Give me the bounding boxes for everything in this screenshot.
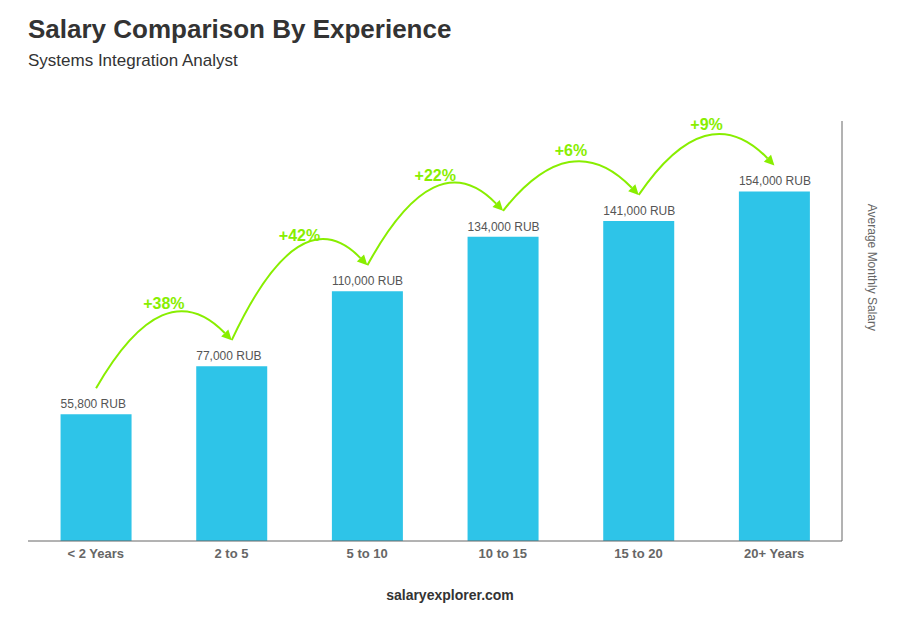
html-text:Systems Integration Analyst: Systems Integration Analyst bbox=[28, 51, 238, 70]
svg-text:5 to 10: 5 to 10 bbox=[347, 546, 388, 561]
svg-text:134,000 RUB: 134,000 RUB bbox=[468, 220, 540, 234]
svg-text:+42%: +42% bbox=[279, 227, 320, 244]
svg-text:10 to 15: 10 to 15 bbox=[479, 546, 527, 561]
svg-text:110,000 RUB: 110,000 RUB bbox=[332, 274, 403, 288]
svg-text:+6%: +6% bbox=[555, 142, 587, 159]
html-text:Salary Comparison By Experienc: Salary Comparison By Experience bbox=[28, 14, 452, 44]
svg-text:154,000 RUB: 154,000 RUB bbox=[739, 174, 811, 188]
svg-text:+38%: +38% bbox=[143, 295, 184, 312]
svg-text:141,000 RUB: 141,000 RUB bbox=[603, 204, 675, 218]
svg-text:55,800 RUB: 55,800 RUB bbox=[61, 397, 126, 411]
svg-text:77,000 RUB: 77,000 RUB bbox=[196, 349, 261, 363]
html-text:salaryexplorer.com: salaryexplorer.com bbox=[386, 587, 514, 603]
svg-text:+22%: +22% bbox=[415, 167, 456, 184]
svg-text:20+ Years: 20+ Years bbox=[744, 546, 804, 561]
svg-text:< 2 Years: < 2 Years bbox=[68, 546, 125, 561]
svg-text:+9%: +9% bbox=[690, 116, 722, 133]
svg-text:Average Monthly Salary: Average Monthly Salary bbox=[865, 204, 879, 331]
svg-text:15 to 20: 15 to 20 bbox=[614, 546, 662, 561]
svg-text:2 to 5: 2 to 5 bbox=[215, 546, 249, 561]
